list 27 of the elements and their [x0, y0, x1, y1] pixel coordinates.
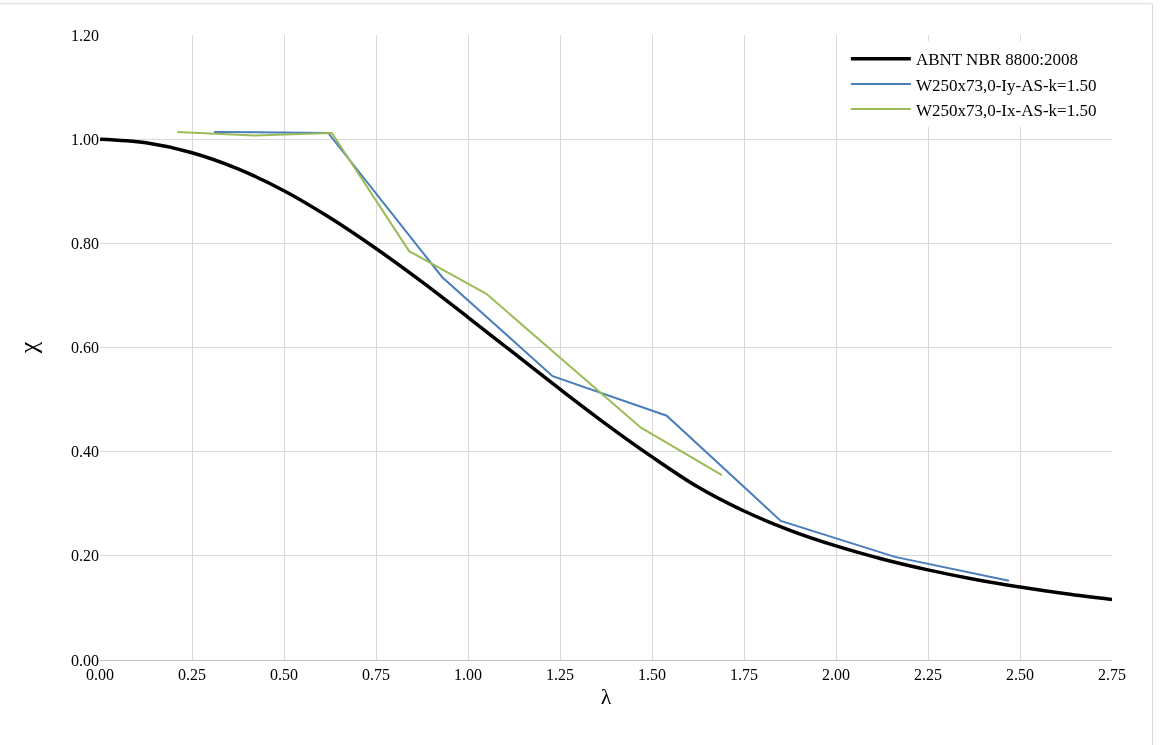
- x-tick-label: 1.25: [546, 666, 574, 684]
- x-tick-label: 0.75: [362, 666, 390, 684]
- x-tick-label: 0.00: [86, 666, 114, 684]
- y-tick-label: 0.40: [71, 443, 99, 461]
- line-series: [100, 137, 1112, 602]
- y-axis-title: χ: [14, 341, 44, 355]
- line-series: [176, 130, 723, 477]
- legend-label: W250x73,0-Iy-AS-k=1.50: [915, 75, 1097, 95]
- x-tick-label: 0.50: [270, 666, 298, 684]
- x-tick-label: 1.00: [454, 666, 482, 684]
- legend-label: W250x73,0-Ix-AS-k=1.50: [915, 100, 1097, 120]
- x-tick-label: 2.75: [1098, 666, 1126, 684]
- x-tick-label: 1.50: [638, 666, 666, 684]
- x-tick-label: 2.50: [1006, 666, 1034, 684]
- line-series: [213, 130, 1010, 582]
- x-tick-label: 2.00: [822, 666, 850, 684]
- y-tick-label: 0.60: [71, 339, 99, 357]
- x-axis-title: λ: [600, 684, 612, 710]
- y-tick-label: 0.00: [71, 651, 99, 669]
- y-tick-label: 0.20: [71, 547, 99, 565]
- legend-label: ABNT NBR 8800:2008: [915, 50, 1079, 70]
- y-tick-label: 1.20: [71, 26, 99, 44]
- y-tick-label: 1.00: [71, 130, 99, 148]
- y-tick-label: 0.80: [71, 234, 99, 252]
- x-tick-label: 0.25: [178, 666, 206, 684]
- x-tick-label: 1.75: [730, 666, 758, 684]
- x-tick-label: 2.25: [914, 666, 942, 684]
